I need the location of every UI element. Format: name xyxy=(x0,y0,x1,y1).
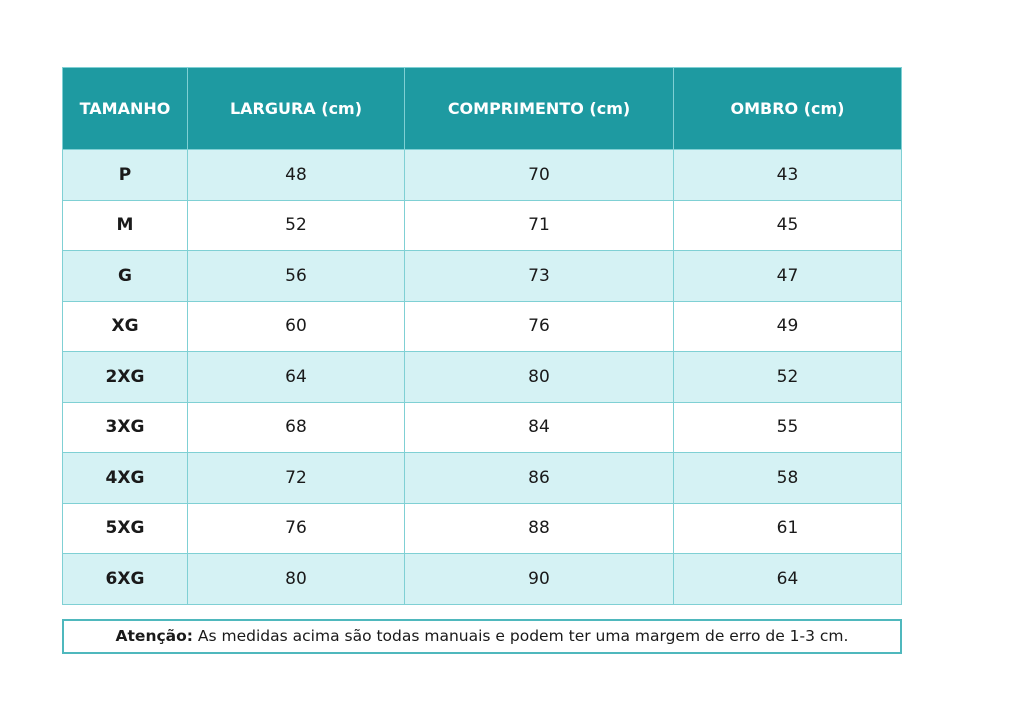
measure-cell: 84 xyxy=(404,401,674,453)
size-cell: P xyxy=(62,149,188,201)
measure-cell: 73 xyxy=(404,250,674,302)
size-cell: 4XG xyxy=(62,452,188,504)
measure-cell: 80 xyxy=(187,553,405,605)
table-row: P 48 70 43 xyxy=(62,149,902,201)
note-label: Atenção: xyxy=(115,627,193,645)
measure-cell: 56 xyxy=(187,250,405,302)
table-body: P 48 70 43 M 52 71 45 G 56 73 47 XG 60 76 49 2XG 64 80 52 3X… xyxy=(62,149,902,605)
size-cell: XG xyxy=(62,300,188,352)
measure-cell: 61 xyxy=(673,502,902,554)
table-row: M 52 71 45 xyxy=(62,199,902,251)
table-row: 2XG 64 80 52 xyxy=(62,351,902,403)
measure-cell: 70 xyxy=(404,149,674,201)
measure-cell: 47 xyxy=(673,250,902,302)
column-header: TAMANHO xyxy=(62,67,188,150)
measure-cell: 52 xyxy=(673,351,902,403)
size-cell: 2XG xyxy=(62,351,188,403)
column-header: OMBRO (cm) xyxy=(673,67,902,150)
size-table: TAMANHO LARGURA (cm) COMPRIMENTO (cm) OMBRO… xyxy=(62,67,902,605)
measure-cell: 55 xyxy=(673,401,902,453)
table-row: 6XG 80 90 64 xyxy=(62,553,902,605)
measure-cell: 43 xyxy=(673,149,902,201)
table-row: G 56 73 47 xyxy=(62,250,902,302)
measure-cell: 68 xyxy=(187,401,405,453)
measure-cell: 58 xyxy=(673,452,902,504)
table-row: 4XG 72 86 58 xyxy=(62,452,902,504)
measure-cell: 60 xyxy=(187,300,405,352)
measure-cell: 71 xyxy=(404,199,674,251)
measure-cell: 76 xyxy=(404,300,674,352)
measure-cell: 76 xyxy=(187,502,405,554)
measure-cell: 64 xyxy=(673,553,902,605)
measure-cell: 72 xyxy=(187,452,405,504)
table-row: XG 60 76 49 xyxy=(62,300,902,352)
size-cell: 5XG xyxy=(62,502,188,554)
size-cell: 6XG xyxy=(62,553,188,605)
measure-cell: 64 xyxy=(187,351,405,403)
note-text: As medidas acima são todas manuais e pod… xyxy=(197,627,849,645)
measure-cell: 45 xyxy=(673,199,902,251)
measure-cell: 90 xyxy=(404,553,674,605)
table-row: 3XG 68 84 55 xyxy=(62,401,902,453)
measure-cell: 48 xyxy=(187,149,405,201)
measure-cell: 86 xyxy=(404,452,674,504)
measure-cell: 49 xyxy=(673,300,902,352)
column-header: COMPRIMENTO (cm) xyxy=(404,67,674,150)
measure-cell: 52 xyxy=(187,199,405,251)
size-cell: 3XG xyxy=(62,401,188,453)
table-row: 5XG 76 88 61 xyxy=(62,502,902,554)
size-cell: M xyxy=(62,199,188,251)
measure-cell: 80 xyxy=(404,351,674,403)
size-cell: G xyxy=(62,250,188,302)
measure-cell: 88 xyxy=(404,502,674,554)
header-row: TAMANHO LARGURA (cm) COMPRIMENTO (cm) OMBRO… xyxy=(62,67,902,150)
note: Atenção: As medidas acima são todas manu… xyxy=(62,619,902,654)
column-header: LARGURA (cm) xyxy=(187,67,405,150)
